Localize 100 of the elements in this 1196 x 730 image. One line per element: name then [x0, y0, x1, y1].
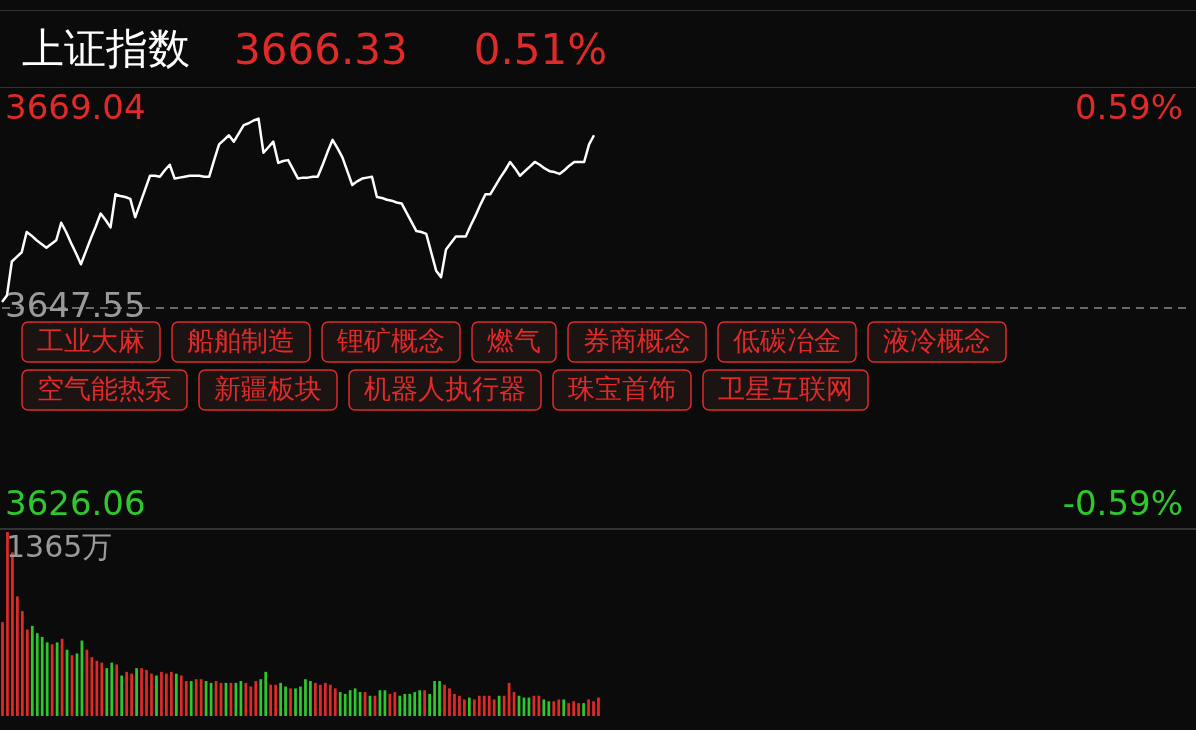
bar	[467, 697, 471, 716]
bar	[115, 664, 119, 716]
bar	[542, 699, 546, 716]
bar	[20, 611, 24, 716]
bar	[428, 693, 431, 716]
annotation: 锂矿概念	[336, 325, 445, 357]
bar	[1, 622, 4, 716]
bar	[557, 699, 561, 716]
bar	[433, 681, 436, 716]
bar	[562, 699, 566, 716]
bar	[314, 682, 317, 716]
bar	[567, 703, 571, 716]
bar	[348, 690, 352, 716]
text: 3666.33 0.51%	[234, 24, 608, 74]
annotation: 工业大麻	[37, 325, 145, 357]
bar	[597, 697, 600, 716]
annotation: 珠宝首饰	[568, 373, 676, 405]
bar	[264, 671, 268, 716]
bar	[194, 679, 198, 716]
bar	[169, 671, 173, 716]
bar	[289, 688, 292, 716]
bar	[482, 695, 486, 716]
annotation: 燃气	[487, 325, 541, 357]
bar	[309, 681, 312, 716]
bar	[393, 692, 397, 716]
y2-tick-label: 0.59%	[1074, 86, 1183, 127]
bar	[487, 695, 491, 716]
y-tick-label: 3669.04	[5, 86, 146, 127]
bar	[130, 673, 133, 716]
bar	[199, 679, 203, 716]
bar	[179, 675, 183, 716]
bar	[140, 668, 143, 716]
y-tick-label: 3647.55	[5, 284, 146, 325]
bar	[184, 681, 188, 716]
bar	[35, 633, 39, 716]
annotation: 低碳冶金	[733, 325, 841, 357]
bar	[328, 684, 332, 716]
bar	[338, 692, 342, 716]
bar	[155, 675, 158, 716]
bar	[25, 629, 29, 716]
bar	[294, 688, 297, 716]
bar	[135, 668, 138, 716]
bar	[477, 695, 481, 716]
bar	[572, 701, 576, 716]
bar	[453, 693, 456, 716]
bar	[50, 644, 54, 716]
bar	[443, 684, 446, 716]
annotation: 券商概念	[583, 325, 691, 357]
annotation: 机器人执行器	[364, 373, 526, 405]
bar	[323, 682, 327, 716]
bar	[458, 695, 461, 716]
bar	[423, 690, 427, 716]
bar	[145, 670, 148, 716]
bar	[448, 688, 451, 716]
chart-title: 上证指数	[22, 23, 190, 75]
bar	[304, 679, 307, 716]
bar	[244, 682, 248, 716]
bar	[100, 662, 104, 716]
bar	[333, 688, 337, 716]
bar	[174, 673, 178, 716]
annotation: 新疆板块	[214, 373, 322, 405]
bar	[249, 686, 253, 716]
bar	[403, 693, 407, 716]
bar	[189, 681, 193, 716]
annotation: 液冷概念	[883, 325, 991, 357]
y2-tick-label: -0.59%	[1062, 482, 1183, 523]
bar	[318, 684, 322, 716]
bar	[577, 703, 580, 716]
bar	[279, 682, 282, 716]
bar	[408, 693, 412, 716]
bar	[299, 686, 302, 716]
bar	[150, 673, 153, 716]
annotation: 卫星互联网	[718, 373, 853, 405]
bar	[552, 701, 556, 716]
bar	[463, 699, 466, 716]
bar	[418, 690, 422, 716]
bar	[398, 695, 402, 716]
bar	[492, 699, 496, 716]
bar	[120, 675, 124, 716]
bar	[438, 681, 441, 716]
bar	[582, 703, 585, 716]
bar	[40, 636, 44, 716]
bar	[413, 692, 417, 716]
bar	[16, 596, 19, 716]
bar	[592, 701, 595, 716]
bar	[125, 671, 129, 716]
bar	[6, 532, 9, 716]
bar	[160, 671, 163, 716]
bar	[259, 679, 263, 716]
annotation: 1365万	[6, 528, 113, 564]
bar	[284, 686, 287, 716]
bar	[30, 625, 34, 716]
bar	[269, 684, 273, 716]
annotation: 空气能热泵	[37, 373, 172, 405]
bar	[254, 681, 258, 716]
bar	[343, 693, 347, 716]
bar	[587, 699, 590, 716]
bar	[110, 662, 114, 716]
bar	[547, 701, 551, 716]
bar	[165, 673, 168, 716]
